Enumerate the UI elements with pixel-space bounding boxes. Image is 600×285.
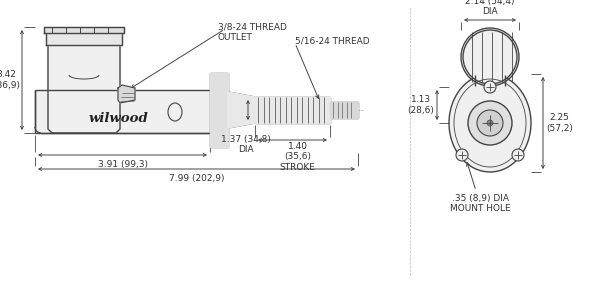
Text: 2.14 (54,4)
DIA: 2.14 (54,4) DIA bbox=[465, 0, 515, 16]
Text: 3/8-24 THREAD
OUTLET: 3/8-24 THREAD OUTLET bbox=[218, 23, 287, 42]
Text: 1.40
(35,6)
STROKE: 1.40 (35,6) STROKE bbox=[280, 142, 316, 172]
Polygon shape bbox=[210, 73, 228, 147]
Polygon shape bbox=[228, 92, 255, 128]
Text: 5/16-24 THREAD: 5/16-24 THREAD bbox=[295, 37, 370, 46]
Text: 7.99 (202,9): 7.99 (202,9) bbox=[169, 174, 224, 183]
Circle shape bbox=[463, 30, 517, 84]
Polygon shape bbox=[255, 97, 330, 123]
Text: 3.42
(86,9): 3.42 (86,9) bbox=[0, 70, 20, 90]
Text: 1.37 (34,8)
DIA: 1.37 (34,8) DIA bbox=[221, 135, 271, 154]
Polygon shape bbox=[118, 85, 135, 103]
Polygon shape bbox=[35, 90, 218, 133]
Circle shape bbox=[484, 81, 496, 93]
Polygon shape bbox=[48, 45, 120, 133]
Text: 3.91 (99,3): 3.91 (99,3) bbox=[97, 160, 148, 169]
Text: .35 (8,9) DIA
MOUNT HOLE: .35 (8,9) DIA MOUNT HOLE bbox=[449, 163, 511, 213]
Text: 2.25
(57,2): 2.25 (57,2) bbox=[546, 113, 573, 133]
Circle shape bbox=[512, 149, 524, 161]
Text: wilwood: wilwood bbox=[88, 111, 148, 125]
Circle shape bbox=[477, 110, 503, 136]
Ellipse shape bbox=[449, 74, 531, 172]
Polygon shape bbox=[46, 30, 122, 45]
Polygon shape bbox=[44, 27, 124, 33]
Circle shape bbox=[468, 101, 512, 145]
Circle shape bbox=[487, 120, 493, 126]
Text: 1.13
(28,6): 1.13 (28,6) bbox=[407, 95, 434, 115]
Circle shape bbox=[456, 149, 468, 161]
Polygon shape bbox=[330, 102, 358, 118]
